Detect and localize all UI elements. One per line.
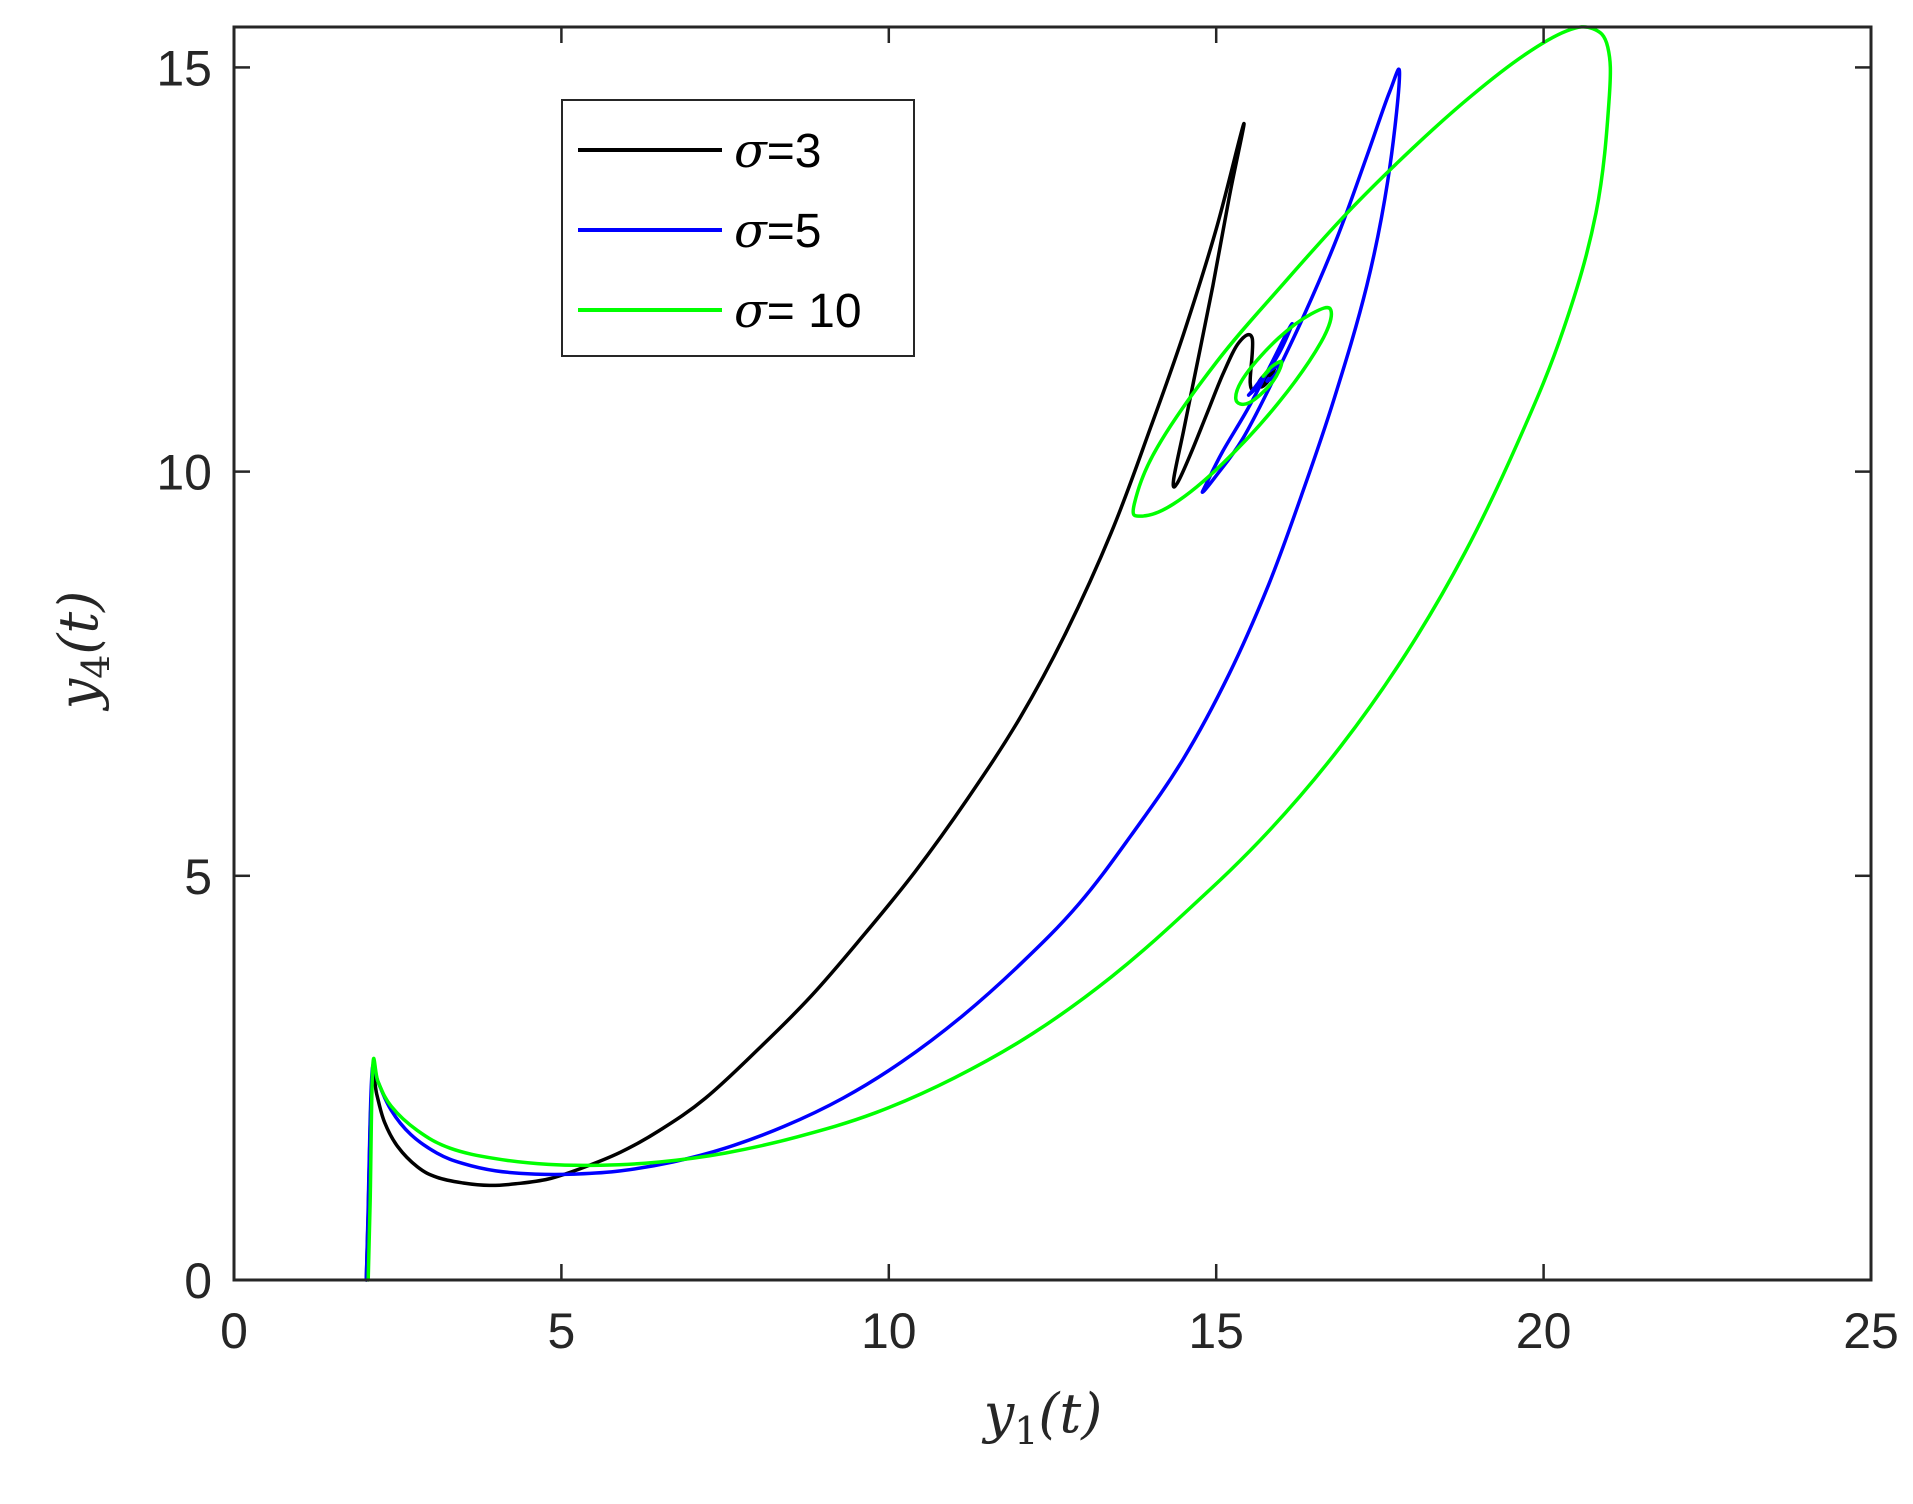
axes-box (232, 25, 1873, 1282)
tick-layer: 0 5 10 15 20 25 0 5 10 15 (156, 27, 1899, 1359)
x-tick-label: 15 (1188, 1303, 1244, 1359)
y-tick-label: 15 (156, 40, 212, 96)
x-tick-label: 25 (1843, 1303, 1899, 1359)
x-tick-label: 5 (547, 1303, 575, 1359)
y-tick-label: 10 (156, 445, 212, 501)
x-tick-label: 0 (220, 1303, 248, 1359)
x-tick-label: 10 (861, 1303, 917, 1359)
x-axis-label: y1(t) (982, 1382, 1103, 1453)
y-axis-label-group: y4(t) (47, 591, 118, 712)
x-tick-label: 20 (1516, 1303, 1572, 1359)
series-line-sigma-10 (366, 25, 1613, 1282)
y-tick-label: 5 (184, 849, 212, 905)
y-tick-label: 0 (184, 1253, 212, 1309)
legend-label-sigma-3: σ=3 (734, 123, 822, 179)
y-axis-label: y4(t) (47, 591, 118, 712)
legend-label-sigma-10: σ= 10 (734, 283, 862, 339)
legend: σ=3 σ=5 σ= 10 (561, 99, 915, 357)
series-layer (364, 25, 1613, 1282)
legend-label-sigma-5: σ=5 (734, 203, 822, 259)
series-line-sigma-5 (364, 67, 1402, 1282)
series-line-sigma-3 (364, 122, 1277, 1282)
